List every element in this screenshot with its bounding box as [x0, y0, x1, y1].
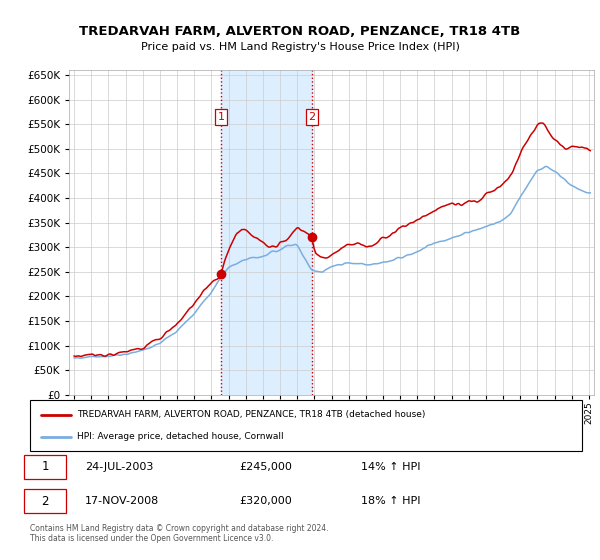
Text: 14% ↑ HPI: 14% ↑ HPI	[361, 462, 421, 472]
FancyBboxPatch shape	[25, 489, 66, 514]
Bar	[221, 70, 312, 395]
Text: 18% ↑ HPI: 18% ↑ HPI	[361, 496, 421, 506]
Text: TREDARVAH FARM, ALVERTON ROAD, PENZANCE, TR18 4TB: TREDARVAH FARM, ALVERTON ROAD, PENZANCE,…	[79, 25, 521, 38]
Text: 24-JUL-2003: 24-JUL-2003	[85, 462, 154, 472]
Text: £245,000: £245,000	[240, 462, 293, 472]
FancyBboxPatch shape	[25, 455, 66, 479]
Text: 1: 1	[217, 112, 224, 122]
Text: HPI: Average price, detached house, Cornwall: HPI: Average price, detached house, Corn…	[77, 432, 284, 441]
Text: 17-NOV-2008: 17-NOV-2008	[85, 496, 160, 506]
Text: Contains HM Land Registry data © Crown copyright and database right 2024.
This d: Contains HM Land Registry data © Crown c…	[30, 524, 329, 543]
Text: £320,000: £320,000	[240, 496, 293, 506]
Text: 2: 2	[308, 112, 316, 122]
FancyBboxPatch shape	[30, 400, 582, 451]
Text: 1: 1	[41, 460, 49, 473]
Text: TREDARVAH FARM, ALVERTON ROAD, PENZANCE, TR18 4TB (detached house): TREDARVAH FARM, ALVERTON ROAD, PENZANCE,…	[77, 410, 425, 419]
Text: Price paid vs. HM Land Registry's House Price Index (HPI): Price paid vs. HM Land Registry's House …	[140, 42, 460, 52]
Text: 2: 2	[41, 494, 49, 507]
